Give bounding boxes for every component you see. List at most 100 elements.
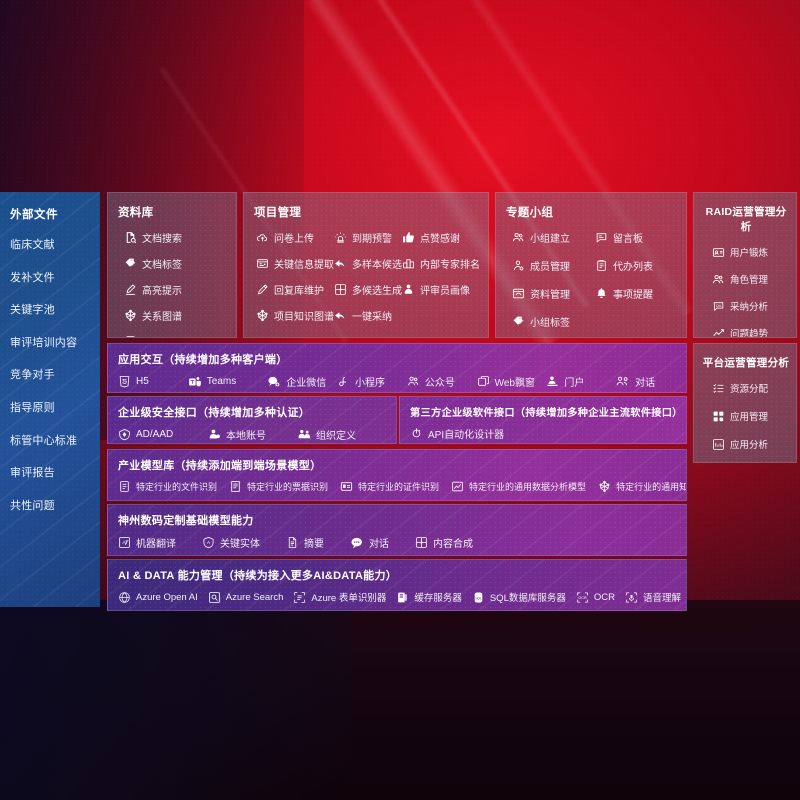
project-item-multi-candidate-generate[interactable]: 多候选生成 — [334, 282, 402, 297]
svg-text:SQL: SQL — [475, 596, 482, 600]
raid-item-label: 问题趋势 — [730, 329, 769, 338]
basemodel-item-summary[interactable]: 摘要 — [286, 535, 324, 550]
raid-item-label: 采纳分析 — [730, 302, 769, 313]
file-search-icon — [124, 231, 137, 244]
project-item-reply-library-maintain[interactable]: 回复库维护 — [256, 282, 334, 297]
aidata-item-label: Azure 表单识别器 — [311, 593, 387, 604]
sidebar-item-keyword-pool[interactable]: 关键字池 — [10, 304, 55, 317]
aidata-item-label: SQL数据库服务器 — [489, 593, 566, 604]
client-item-h5[interactable]: H5 — [118, 375, 188, 388]
group-item-label: 资料管理 — [530, 290, 570, 301]
portal-person-icon — [546, 375, 559, 388]
security-item-local-account[interactable]: 本地账号 — [208, 427, 298, 442]
clipboard-list-icon — [595, 259, 608, 272]
sidebar-item-common-issues[interactable]: 共性问题 — [10, 499, 55, 512]
industry-item-invoice-recognition[interactable]: 特定行业的票据识别 — [229, 480, 328, 493]
document-list-icon — [124, 335, 137, 337]
aidata-item-azure-openai[interactable]: Azure Open AI — [118, 591, 198, 604]
basemodel-item-dialog[interactable]: 对话 — [350, 535, 389, 550]
library-item-highlight[interactable]: 高亮提示 — [124, 282, 228, 297]
message-board-icon — [595, 231, 608, 244]
sidebar-item-supplement-files[interactable]: 发补文件 — [10, 271, 55, 284]
basemodel-item-content-synthesis[interactable]: 内容合成 — [415, 535, 473, 550]
industry-item-knowledge-graph-model[interactable]: 特定行业的通用知识图谱模型 — [598, 480, 686, 493]
sidebar-title: 外部文件 — [10, 209, 58, 221]
client-item-label: H5 — [136, 376, 149, 387]
panel-project-management: 项目管理 问卷上传 到期预警 点赞感谢 关键信息提取 多样本候选 内部专家排名 — [243, 192, 489, 338]
client-item-web-float-window[interactable]: Web飘窗 — [477, 374, 547, 389]
aidata-item-azure-search[interactable]: Azure Search — [208, 591, 283, 604]
industry-item-data-analysis-model[interactable]: 特定行业的通用数据分析模型 — [451, 480, 586, 493]
aidata-item-speech-understanding[interactable]: 语音理解 — [625, 590, 681, 604]
client-item-teams[interactable]: Teams — [188, 375, 267, 389]
basemodel-item-machine-translation[interactable]: A 机器翻译 — [118, 535, 176, 550]
group-item-group-tag[interactable]: 小组标签 — [512, 314, 595, 329]
project-item-thanks-like[interactable]: 点赞感谢 — [402, 230, 480, 245]
client-item-dialog[interactable]: 对话 — [616, 374, 686, 389]
aidata-item-form-recognizer[interactable]: Azure 表单识别器 — [293, 590, 386, 604]
project-item-multi-sample-candidates[interactable]: 多样本候选 — [334, 256, 402, 271]
library-item-label: 高亮提示 — [142, 286, 182, 297]
raid-item-role-management[interactable]: 角色管理 — [708, 272, 790, 286]
industry-item-id-recognition[interactable]: 特定行业的证件识别 — [340, 480, 439, 493]
platform-item-app-management[interactable]: 应用管理 — [708, 409, 790, 423]
project-item-questionnaire-upload[interactable]: 问卷上传 — [256, 230, 334, 245]
industry-item-label: 特定行业的票据识别 — [247, 482, 329, 492]
library-item-relation-graph[interactable]: 关系图谱 — [124, 308, 228, 323]
client-item-official-account[interactable]: 公众号 — [407, 374, 477, 389]
panel-group-title: 专题小组 — [506, 207, 554, 219]
project-item-knowledge-graph[interactable]: 项目知识图谱 — [256, 308, 334, 323]
data-chart-icon — [451, 480, 464, 493]
aidata-item-ocr[interactable]: OCR OCR — [576, 591, 615, 604]
project-item-internal-expert-ranking[interactable]: 内部专家排名 — [402, 256, 480, 271]
raid-item-user-training[interactable]: 用户锻炼 — [708, 245, 790, 259]
openai-swirl-icon — [118, 591, 131, 604]
security-item-ad-aad[interactable]: AD/AAD — [118, 428, 208, 441]
basemodel-item-label: 机器翻译 — [136, 539, 176, 550]
project-item-reviewer-portrait[interactable]: 评审员画像 — [402, 282, 480, 297]
client-item-wecom[interactable]: 企业微信 — [267, 374, 337, 389]
panel-platform-analysis: 平台运营管理分析 资源分配 应用管理 应用分析 — [693, 343, 797, 463]
platform-item-resource-allocation[interactable]: 资源分配 — [708, 381, 790, 395]
row-base-model-capability: 神州数码定制基础模型能力 A 机器翻译 A 关键实体 摘要 对话 内容合成 — [107, 504, 687, 556]
platform-item-app-analysis[interactable]: 应用分析 — [708, 437, 790, 451]
project-item-label: 多候选生成 — [352, 286, 402, 297]
basemodel-item-label: 摘要 — [304, 539, 324, 550]
sidebar-item-guidelines[interactable]: 指导原则 — [10, 401, 55, 414]
client-item-portal[interactable]: 门户 — [546, 374, 616, 389]
chat-bubble-icon — [350, 536, 364, 550]
sidebar-item-competitors[interactable]: 竞争对手 — [10, 369, 55, 382]
client-item-miniprogram[interactable]: 小程序 — [337, 374, 407, 389]
aidata-item-cache-server[interactable]: 缓存服务器 — [396, 590, 462, 604]
miniprogram-icon — [337, 375, 350, 388]
group-item-material-management[interactable]: 资料管理 — [512, 286, 595, 301]
security-item-org-definition[interactable]: 组织定义 — [298, 427, 388, 442]
raid-item-adoption-analysis[interactable]: QA 采纳分析 — [708, 299, 790, 313]
group-item-member-management[interactable]: 成员管理 — [512, 258, 595, 273]
aidata-item-sql-database-server[interactable]: SQL SQL数据库服务器 — [472, 590, 566, 604]
industry-item-file-recognition[interactable]: 特定行业的文件识别 — [118, 480, 217, 493]
client-item-label: 对话 — [635, 378, 656, 389]
library-item-doc-search[interactable]: 文档搜索 — [124, 230, 228, 245]
sidebar-item-standards-center[interactable]: 标管中心标准 — [10, 434, 78, 447]
project-item-one-click-adopt[interactable]: 一键采纳 — [334, 308, 402, 323]
project-item-expiry-alert[interactable]: 到期预警 — [334, 230, 402, 245]
sidebar-item-review-report[interactable]: 审评报告 — [10, 467, 55, 480]
basemodel-item-key-entity[interactable]: A 关键实体 — [202, 535, 260, 550]
bell-icon — [595, 287, 608, 300]
people-group-icon — [712, 273, 725, 286]
library-item-doc-tag[interactable]: 文档标签 — [124, 256, 228, 271]
raid-item-issue-trend[interactable]: 问题趋势 — [708, 326, 790, 338]
group-item-create-group[interactable]: 小组建立 — [512, 230, 595, 245]
cloud-upload-icon — [256, 231, 269, 244]
sidebar-item-clinical-literature[interactable]: 临床文献 — [10, 239, 55, 251]
group-item-event-reminder[interactable]: 事项提醒 — [595, 286, 678, 301]
group-item-todo-list[interactable]: 代办列表 — [595, 258, 678, 273]
industry-item-label: 特定行业的通用数据分析模型 — [469, 482, 587, 492]
sidebar-item-review-training[interactable]: 审评培训内容 — [10, 336, 78, 349]
group-item-message-board[interactable]: 留言板 — [595, 230, 678, 245]
project-item-key-info-extract[interactable]: 关键信息提取 — [256, 256, 334, 271]
library-item-doc-classify[interactable]: 文档分类 — [124, 334, 228, 337]
graph-network-icon — [598, 480, 611, 493]
thirdparty-item-api-designer[interactable]: API自动化设计器 — [410, 426, 504, 441]
